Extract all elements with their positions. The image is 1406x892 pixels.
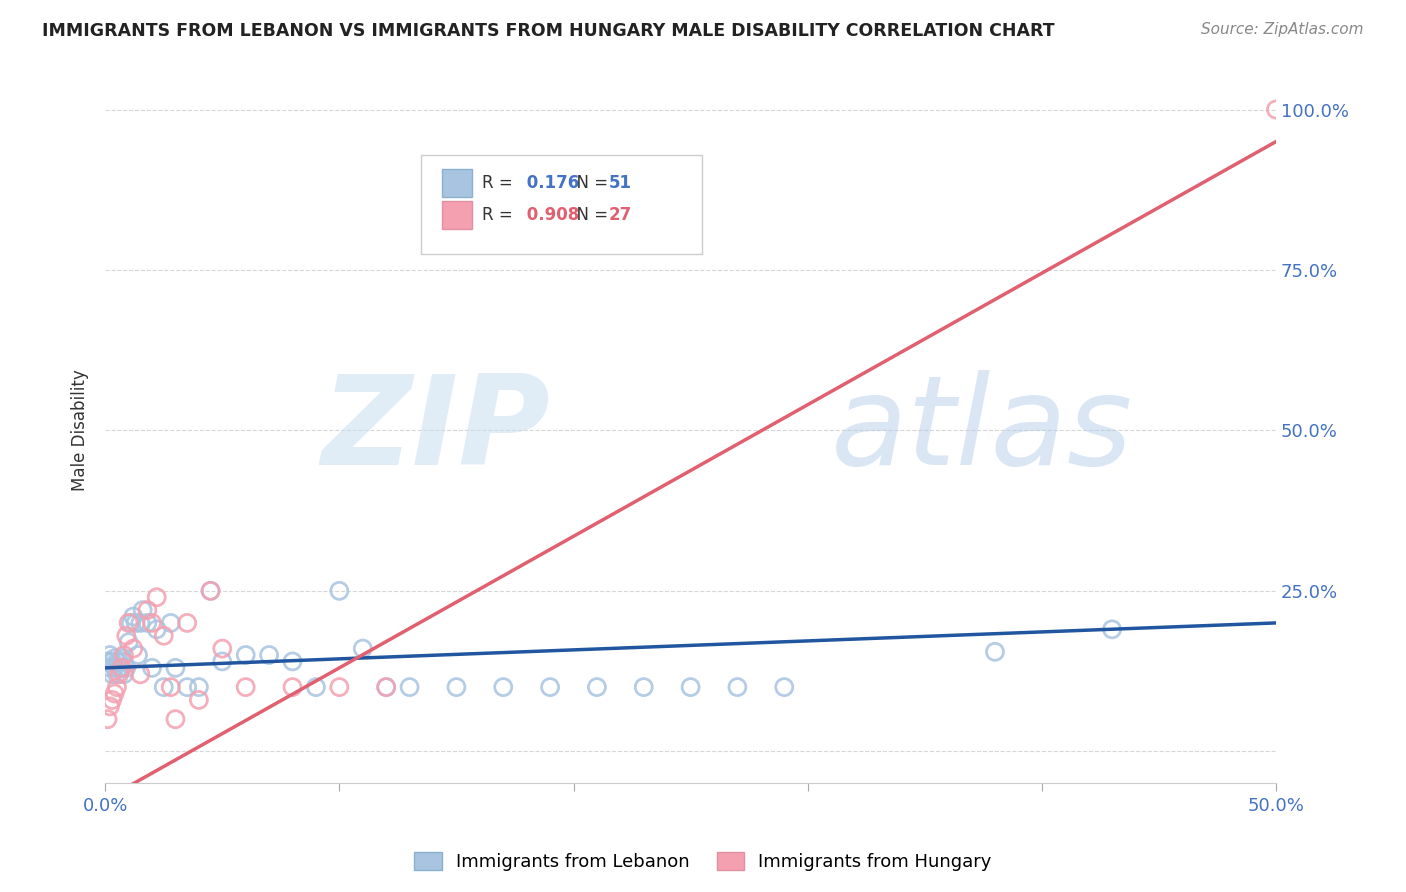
Point <box>200 583 222 598</box>
Point <box>211 655 233 669</box>
Point <box>115 661 138 675</box>
Point <box>112 667 135 681</box>
Point <box>98 699 121 714</box>
Text: 51: 51 <box>609 174 631 193</box>
Point <box>108 667 131 681</box>
FancyBboxPatch shape <box>443 169 471 197</box>
Point <box>127 648 149 662</box>
Point <box>141 661 163 675</box>
Point <box>1265 103 1288 117</box>
Point <box>538 680 561 694</box>
Point <box>725 680 748 694</box>
Point <box>176 680 198 694</box>
Point <box>122 641 145 656</box>
Point <box>101 693 124 707</box>
Point <box>122 609 145 624</box>
Point <box>328 583 350 598</box>
Point <box>124 615 146 630</box>
Point <box>165 712 187 726</box>
Point <box>398 680 420 694</box>
Point <box>165 661 187 675</box>
Point <box>117 635 139 649</box>
Text: R =: R = <box>482 206 519 224</box>
Text: N =: N = <box>567 206 614 224</box>
Point <box>103 651 125 665</box>
Point <box>101 655 124 669</box>
Point <box>200 583 222 598</box>
Point <box>187 693 209 707</box>
Point <box>98 648 121 662</box>
Point <box>352 641 374 656</box>
Point <box>112 655 135 669</box>
Point <box>131 603 153 617</box>
Point <box>105 667 128 681</box>
Point <box>633 680 655 694</box>
Point <box>105 655 128 669</box>
Point <box>257 648 280 662</box>
Point <box>281 680 304 694</box>
Point <box>120 615 142 630</box>
Point <box>679 680 702 694</box>
Y-axis label: Male Disability: Male Disability <box>72 369 89 491</box>
Point <box>141 615 163 630</box>
Text: 27: 27 <box>609 206 631 224</box>
Point <box>159 680 181 694</box>
Point <box>105 680 128 694</box>
Point <box>110 651 132 665</box>
Point <box>492 680 515 694</box>
Text: ZIP: ZIP <box>322 370 550 491</box>
Point <box>305 680 328 694</box>
Point <box>281 655 304 669</box>
Point <box>110 661 132 675</box>
Point <box>110 661 132 675</box>
Point <box>446 680 468 694</box>
FancyBboxPatch shape <box>443 201 471 229</box>
Point <box>375 680 398 694</box>
Point <box>117 615 139 630</box>
Text: N =: N = <box>567 174 614 193</box>
Point <box>152 629 174 643</box>
Point <box>328 680 350 694</box>
Point <box>129 667 152 681</box>
Point <box>103 661 125 675</box>
Point <box>136 603 159 617</box>
Legend: Immigrants from Lebanon, Immigrants from Hungary: Immigrants from Lebanon, Immigrants from… <box>408 845 998 879</box>
Point <box>187 680 209 694</box>
Point <box>984 645 1007 659</box>
Point <box>129 615 152 630</box>
Point <box>103 686 125 700</box>
Point <box>235 648 257 662</box>
Point <box>96 712 118 726</box>
Point <box>773 680 796 694</box>
Point <box>136 615 159 630</box>
Point <box>235 680 257 694</box>
Text: R =: R = <box>482 174 519 193</box>
FancyBboxPatch shape <box>422 155 702 254</box>
Text: Source: ZipAtlas.com: Source: ZipAtlas.com <box>1201 22 1364 37</box>
Point <box>108 661 131 675</box>
Point <box>145 591 167 605</box>
Point <box>159 615 181 630</box>
Point <box>101 667 124 681</box>
Point <box>112 648 135 662</box>
Text: 0.176: 0.176 <box>520 174 579 193</box>
Text: IMMIGRANTS FROM LEBANON VS IMMIGRANTS FROM HUNGARY MALE DISABILITY CORRELATION C: IMMIGRANTS FROM LEBANON VS IMMIGRANTS FR… <box>42 22 1054 40</box>
Point <box>108 655 131 669</box>
Point <box>96 655 118 669</box>
Point <box>211 641 233 656</box>
Point <box>375 680 398 694</box>
Point <box>115 629 138 643</box>
Point <box>145 623 167 637</box>
Text: atlas: atlas <box>831 370 1133 491</box>
Point <box>152 680 174 694</box>
Text: 0.908: 0.908 <box>520 206 579 224</box>
Point <box>1101 623 1123 637</box>
Point <box>98 661 121 675</box>
Point <box>586 680 609 694</box>
Point <box>176 615 198 630</box>
